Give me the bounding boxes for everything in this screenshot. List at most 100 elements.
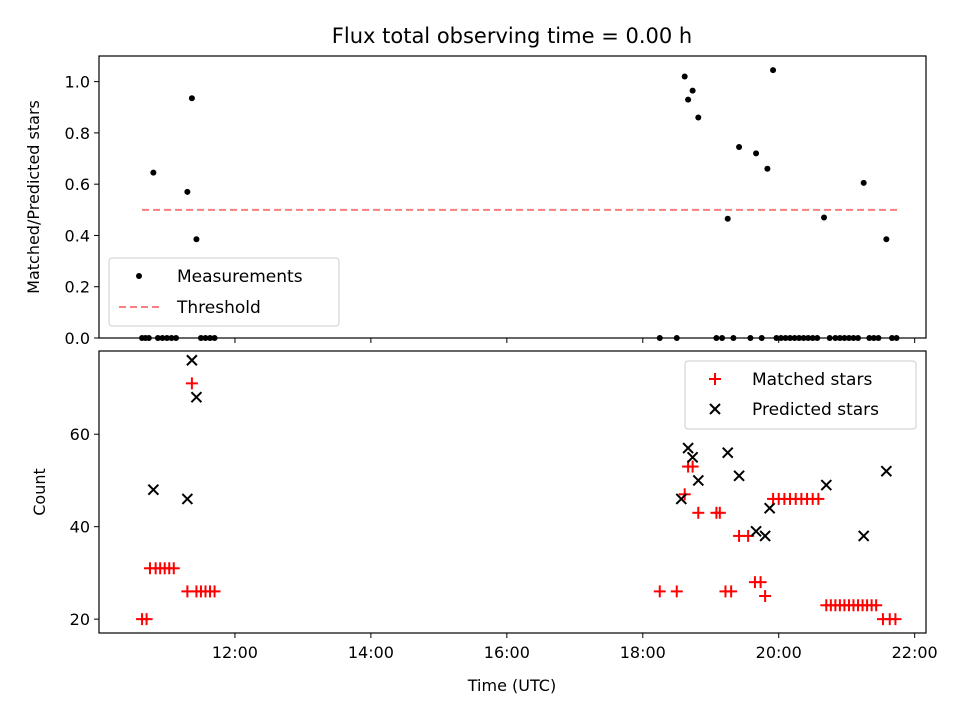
matched-star-point — [812, 492, 825, 505]
measurement-point — [855, 335, 862, 341]
matched-star-point — [692, 506, 705, 519]
measurement-point — [713, 335, 720, 341]
measurement-point — [764, 165, 771, 172]
bottom-y-tick-label: 40 — [70, 518, 90, 537]
measurement-point — [188, 95, 195, 102]
matched-star-point — [208, 585, 221, 598]
measurement-point — [860, 179, 867, 186]
bottom-legend: Matched stars Predicted stars — [684, 360, 917, 430]
matched-star-point — [870, 599, 883, 612]
x-tick-label: 18:00 — [620, 643, 666, 662]
matched-star-point — [653, 585, 666, 598]
measurement-point — [758, 335, 765, 341]
measurement-point — [821, 214, 828, 221]
predicted-star-point — [186, 354, 198, 366]
measurement-point — [673, 335, 680, 341]
measurement-point — [796, 335, 803, 341]
predicted-star-point — [763, 502, 776, 514]
measurement-point — [150, 169, 157, 176]
top-legend-box — [108, 257, 340, 327]
chart-title: Flux total observing time = 0.00 h — [332, 24, 692, 48]
measurement-point — [173, 335, 180, 341]
matched-star-point — [713, 506, 726, 519]
predicted-star-point — [692, 474, 704, 487]
measurement-point — [770, 67, 777, 74]
measurement-point — [866, 335, 873, 341]
top-plot-area — [139, 67, 900, 341]
matched-star-point — [759, 590, 772, 603]
measurement-point — [889, 335, 896, 341]
predicted-star-point — [750, 525, 762, 538]
measurement-point — [773, 335, 780, 341]
measurement-point — [814, 335, 821, 341]
measurement-point — [832, 335, 839, 341]
matched-star-point — [167, 562, 180, 575]
bottom-x-ticks: 12:00 14:00 16:00 18:00 20:00 22:00 — [212, 633, 938, 662]
legend-label-predicted: Predicted stars — [752, 400, 879, 420]
top-legend: Measurements Threshold — [108, 257, 340, 327]
bottom-panel: 20 40 60 12:00 14:00 16:00 18:00 20:00 22:00 Co… — [30, 350, 938, 695]
predicted-star-point — [759, 530, 771, 542]
measurement-point — [154, 335, 161, 341]
measurement-point — [805, 335, 812, 341]
predicted-star-point — [880, 465, 893, 477]
top-y-tick-label: 1.0 — [65, 73, 90, 92]
measurement-point — [689, 87, 696, 94]
measurement-point — [656, 335, 663, 341]
measurement-point — [202, 335, 209, 341]
bottom-legend-box — [684, 360, 917, 430]
measurement-point — [870, 335, 877, 341]
top-y-tick-label: 0.6 — [65, 175, 90, 194]
matched-star-point — [889, 613, 902, 626]
measurement-point — [736, 144, 743, 151]
predicted-star-point — [686, 451, 699, 464]
matched-star-point — [140, 613, 153, 626]
measurement-point — [883, 236, 890, 243]
top-axes-frame — [98, 55, 927, 339]
legend-label-measurements: Measurements — [177, 267, 303, 287]
top-y-tick-label: 0.4 — [65, 226, 90, 245]
bottom-y-ticks: 20 40 60 — [70, 425, 99, 629]
measurement-point — [845, 335, 852, 341]
predicted-star-point — [722, 446, 734, 459]
x-axis-label: Time (UTC) — [467, 676, 556, 695]
measurement-point — [809, 335, 816, 341]
x-tick-label: 22:00 — [892, 643, 938, 662]
bottom-plot-area — [136, 354, 902, 626]
x-tick-label: 12:00 — [212, 643, 258, 662]
measurement-point — [893, 335, 900, 341]
measurement-point — [145, 335, 152, 341]
measurement-point — [826, 335, 833, 341]
measurement-point — [800, 335, 807, 341]
bottom-y-tick-label: 60 — [70, 425, 90, 444]
measurement-point — [875, 335, 882, 341]
measurement-point — [724, 215, 731, 222]
measurement-point — [207, 335, 214, 341]
top-y-ticks: 0.0 0.2 0.4 0.6 0.8 1.0 — [65, 73, 99, 348]
top-panel: 0.0 0.2 0.4 0.6 0.8 1.0 Matched/Predicted sta… — [24, 55, 927, 348]
measurement-point — [782, 335, 789, 341]
legend-label-threshold: Threshold — [176, 298, 261, 318]
legend-label-matched: Matched stars — [752, 370, 872, 390]
measurement-point — [197, 335, 204, 341]
measurement-point — [787, 335, 794, 341]
measurement-point — [850, 335, 857, 341]
measurement-point — [168, 335, 175, 341]
matched-star-point — [725, 585, 738, 598]
bottom-y-tick-label: 20 — [70, 610, 90, 629]
top-y-axis-label: Matched/Predicted stars — [24, 100, 43, 294]
measurement-point — [159, 335, 166, 341]
predicted-star-point — [675, 493, 688, 505]
top-y-tick-label: 0.8 — [65, 124, 90, 143]
measurement-point — [777, 335, 784, 341]
predicted-star-point — [820, 479, 833, 491]
predicted-star-point — [147, 483, 160, 496]
x-tick-label: 16:00 — [484, 643, 530, 662]
top-y-tick-label: 0.2 — [65, 278, 90, 297]
legend-marker-measurements — [136, 273, 142, 279]
matched-star-point — [185, 377, 198, 390]
top-y-tick-label: 0.0 — [65, 329, 90, 348]
measurement-point — [184, 188, 191, 195]
predicted-star-point — [733, 470, 745, 482]
